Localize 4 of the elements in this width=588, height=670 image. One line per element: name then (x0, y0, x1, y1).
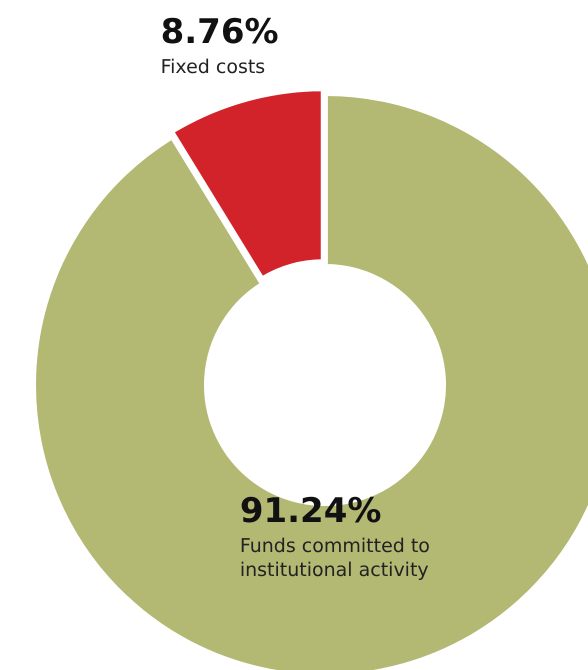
slice-label: Fixed costs (160, 56, 266, 78)
slice-label: Funds committed to institutional activity (240, 534, 430, 581)
data-label: 8.76% (160, 12, 279, 52)
data-label: 91.24% (240, 490, 382, 531)
